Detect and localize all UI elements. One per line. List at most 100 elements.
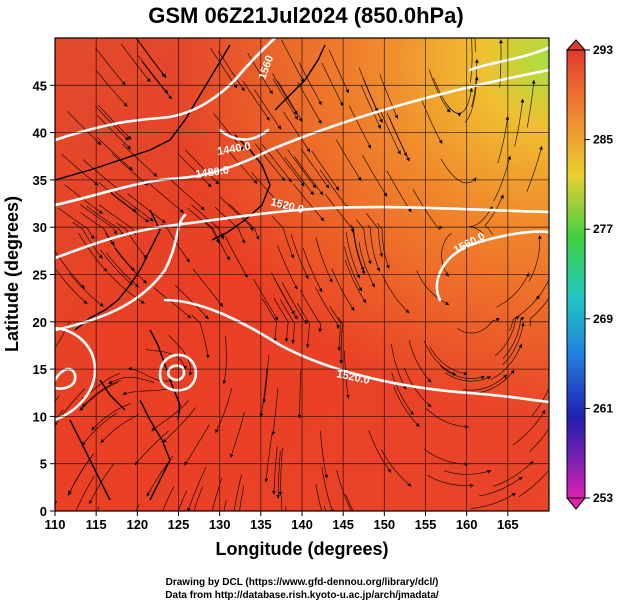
colorbar-ticks: 293 285 277 269 261 253 [585,43,613,505]
height-contour [435,230,549,302]
streamline [261,298,277,343]
streamline-arrow [269,90,273,95]
streamline-arrow [183,366,188,370]
streamline [177,490,188,511]
streamline [350,224,365,271]
streamline [58,207,95,240]
streamline [81,380,122,408]
streamline-arrow [554,258,558,262]
streamline-arrow [219,302,223,307]
streamline [331,268,355,311]
streamline-arrow [187,507,191,511]
height-contour [55,367,77,390]
x-axis-ticks: 110 115 120 125 130 135 140 145 150 155 160 165 [45,511,519,532]
streamline-arrow [168,95,172,100]
streamline-arrow [336,325,340,329]
streamline [277,450,281,499]
y-tick-label: 10 [33,409,47,424]
streamline-arrow [339,102,344,106]
streamline [214,206,246,244]
streamline [66,110,102,146]
streamline [360,84,382,129]
x-tick-label: 110 [45,517,66,532]
streamline [440,365,485,379]
streamline [215,387,232,434]
streamline-arrow [410,410,414,415]
streamline [296,303,311,348]
streamline-arrow [427,378,432,383]
credit-line-2: Data from http://database.rish.kyoto-u.a… [165,590,439,601]
streamline [242,80,270,121]
streamline-arrow [207,183,212,188]
streamline [253,279,279,321]
streamline [187,207,220,244]
streamline-arrow [294,285,298,290]
streamline-arrow [124,136,129,141]
streamline-arrow [329,278,333,283]
streamline-arrow [415,423,420,427]
streamline-arrow [241,239,245,244]
grid-lines [55,38,549,511]
streamline-arrow [122,391,127,395]
streamline-arrow [486,376,491,380]
streamline-arrow [339,360,343,364]
streamline-arrow [503,374,507,379]
streamline-arrow [128,166,133,171]
streamline [230,411,245,459]
y-tick-label: 0 [40,504,47,519]
x-tick-label: 115 [86,517,107,532]
streamline-arrow [231,518,235,522]
streamline [168,177,205,211]
streamline-arrow [170,532,174,536]
streamline-arrow [305,274,309,279]
streamline [203,220,231,261]
streamline [445,372,491,382]
streamline [425,407,469,428]
streamline-arrow [521,322,525,327]
streamline [441,232,452,277]
streamline-arrow [324,474,329,479]
streamline-arrow [475,59,479,63]
streamline-arrow [222,380,227,384]
streamline [138,55,169,94]
streamline [110,192,150,223]
streamline [81,412,117,446]
streamline-arrow [535,295,540,300]
streamline [301,148,330,189]
contour-label-1440: 1440.0 [216,140,251,158]
streamline [393,386,420,428]
streamline-arrow [264,478,269,483]
streamline-arrow [90,235,95,240]
streamline-arrow [140,300,145,304]
streamline-arrow [291,340,295,344]
streamline [529,427,549,452]
streamline [379,74,398,119]
x-tick-label: 140 [291,517,313,532]
streamline-arrow [320,217,325,222]
streamline [271,272,295,315]
streamline-arrow [362,299,367,303]
streamline-arrow [356,274,360,279]
streamline [114,247,148,284]
streamline [321,62,344,107]
streamline [191,314,209,359]
streamline [185,149,220,185]
streamline-arrow [520,317,525,321]
streamline-arrow [279,204,284,209]
streamline-arrow [361,270,365,275]
streamline [55,250,86,289]
streamline-arrow [294,115,299,120]
streamline [137,39,167,79]
streamline-arrow [146,78,151,82]
streamline [526,146,543,192]
streamline [315,237,333,283]
streamline [509,295,540,332]
streamline-arrow [290,254,294,259]
streamline-arrow [40,542,44,546]
streamline-arrow [377,124,381,129]
streamline [423,340,457,376]
streamline-arrow [240,146,244,151]
streamline-arrow [143,279,147,284]
height-contour [55,326,97,422]
